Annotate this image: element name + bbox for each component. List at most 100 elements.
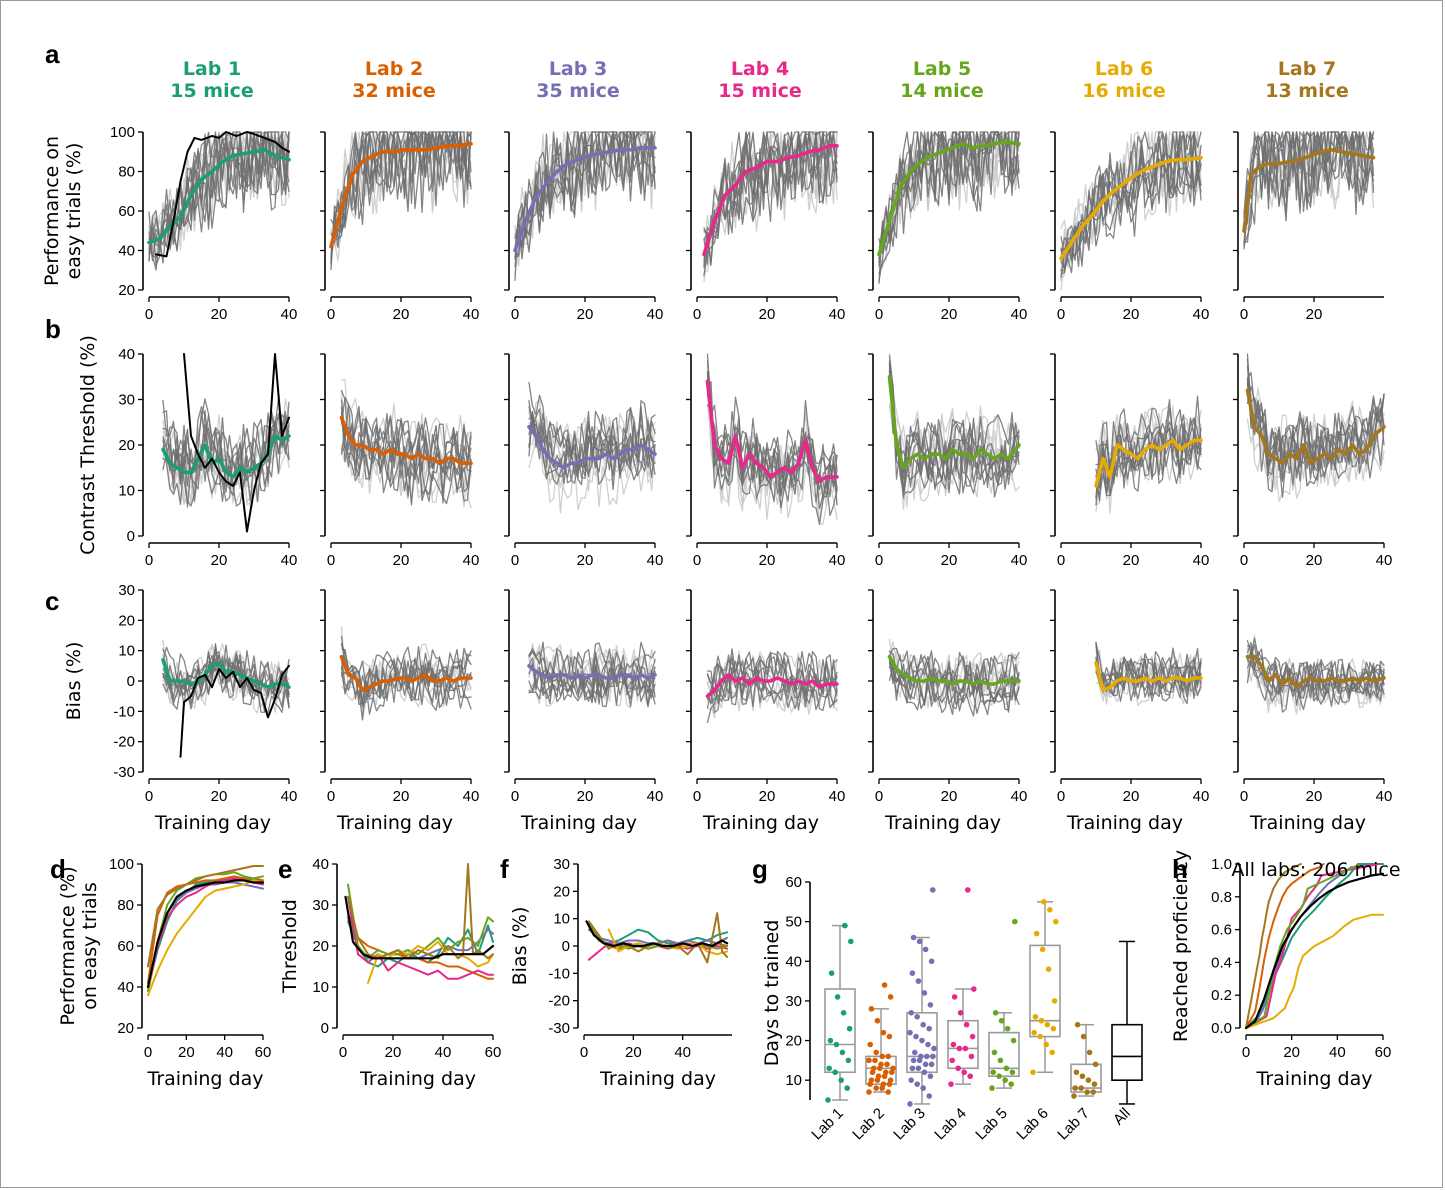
lab-title-name: Lab 1 <box>183 58 241 80</box>
data-point <box>924 1053 930 1060</box>
data-point <box>834 994 841 1000</box>
y-tick-label: -20 <box>113 734 135 751</box>
panel-b-lab-5: 0 20 40 <box>868 353 1028 569</box>
x-tick-label: 20 <box>759 552 776 569</box>
x-tick-label: 40 <box>1011 552 1028 569</box>
data-point <box>1090 1089 1096 1095</box>
data-point <box>991 1049 998 1056</box>
lab-mean-line <box>705 673 839 699</box>
individual-mouse-trace <box>162 644 290 695</box>
box <box>947 1019 979 1070</box>
panel-label-a: a <box>45 39 60 69</box>
data-point <box>1045 966 1052 972</box>
individual-mouse-trace <box>1246 365 1385 483</box>
data-point <box>885 1053 891 1060</box>
x-tick-label: 0 <box>1057 306 1065 323</box>
category-label: Lab 5 <box>972 1105 1011 1144</box>
x-tick-label: 20 <box>1123 306 1140 323</box>
individual-mouse-trace <box>1095 404 1202 497</box>
lab-mean-line <box>339 654 473 692</box>
individual-mouse-trace <box>528 643 656 681</box>
x-tick-label: 0 <box>693 552 701 569</box>
y-tick-label: 20 <box>553 883 570 900</box>
panel-h-title: All labs: 206 mice <box>1231 859 1400 881</box>
y-tick-label: 10 <box>312 979 329 996</box>
lab-title-mice: 14 mice <box>900 80 984 102</box>
category-label: Lab 7 <box>1054 1105 1093 1144</box>
x-tick-label: 0 <box>693 788 701 805</box>
individual-mouse-trace <box>162 420 290 502</box>
category-label: Lab 4 <box>931 1105 970 1144</box>
lab-mean-line <box>329 142 473 249</box>
data-point <box>930 1053 936 1060</box>
x-tick-label: 20 <box>178 1044 195 1061</box>
data-point <box>1032 1013 1039 1020</box>
data-point <box>965 887 971 893</box>
series-line-lab-1 <box>147 877 264 988</box>
data-point <box>1012 918 1018 925</box>
data-point <box>962 1045 969 1052</box>
individual-mouse-trace <box>340 411 472 480</box>
data-point <box>998 1017 1005 1024</box>
data-point <box>881 982 888 988</box>
data-point <box>840 1010 847 1016</box>
data-point <box>1086 1049 1093 1056</box>
x-axis-label: Training day <box>702 812 819 834</box>
data-point <box>921 1069 928 1076</box>
x-tick-label: 20 <box>211 552 228 569</box>
category-label: Lab 1 <box>808 1105 847 1144</box>
x-tick-label: 0 <box>511 552 519 569</box>
data-point <box>908 1010 914 1016</box>
lab-mean-line <box>1094 438 1203 488</box>
panel-g-ylabel: Days to trained <box>761 920 783 1067</box>
individual-mouse-trace <box>330 131 472 262</box>
data-point <box>872 1057 878 1064</box>
lab-mean-line <box>1059 155 1203 261</box>
data-point <box>910 934 917 941</box>
individual-mouse-trace <box>330 131 472 262</box>
data-point <box>920 1021 926 1028</box>
y-tick-label: 10 <box>118 483 135 500</box>
series-line-lab-6 <box>1245 913 1384 1029</box>
x-tick-label: 40 <box>1193 552 1210 569</box>
data-point <box>827 1037 834 1044</box>
panel-d: 20 40 60 80 100 0 20 40 60 Training day <box>109 856 271 1090</box>
y-tick-label: 20 <box>118 282 135 299</box>
x-tick-label: 20 <box>393 306 410 323</box>
x-tick-label: 20 <box>211 788 228 805</box>
individual-mouse-trace <box>1246 383 1385 480</box>
data-point <box>967 1073 973 1080</box>
y-tick-label: 0.8 <box>1211 889 1232 906</box>
data-point <box>915 978 922 984</box>
x-tick-label: 60 <box>485 1044 502 1061</box>
data-point <box>990 1069 996 1076</box>
x-axis-label: Training day <box>336 812 453 834</box>
x-tick-label: 0 <box>875 788 883 805</box>
individual-mouse-trace <box>706 666 838 709</box>
lab-mean-line <box>1245 654 1386 689</box>
x-axis-label: Training day <box>359 1068 476 1090</box>
y-tick-label: 0.4 <box>1211 954 1232 971</box>
x-tick-label: 20 <box>1123 788 1140 805</box>
x-tick-label: 40 <box>1329 1044 1346 1061</box>
lab-title-name: Lab 7 <box>1278 58 1336 80</box>
lab-mean-line <box>705 379 839 484</box>
data-point <box>930 887 936 893</box>
data-point <box>910 1057 917 1064</box>
data-point <box>1030 1069 1036 1076</box>
data-point <box>907 1101 913 1107</box>
lab-mean-line <box>1094 660 1203 692</box>
y-tick-label: 20 <box>785 1033 802 1050</box>
panel-c-lab-7: 0 20 40 Training day <box>1233 589 1392 834</box>
individual-mouse-trace <box>1095 395 1202 479</box>
panel-c-lab-5: 0 20 40 Training day <box>868 589 1027 834</box>
data-point <box>1079 1073 1086 1080</box>
data-point <box>884 1061 890 1068</box>
individual-mouse-trace <box>1095 424 1202 506</box>
x-tick-label: 40 <box>1193 306 1210 323</box>
data-point <box>919 1037 925 1044</box>
data-point <box>908 1077 914 1083</box>
data-point <box>842 922 848 929</box>
